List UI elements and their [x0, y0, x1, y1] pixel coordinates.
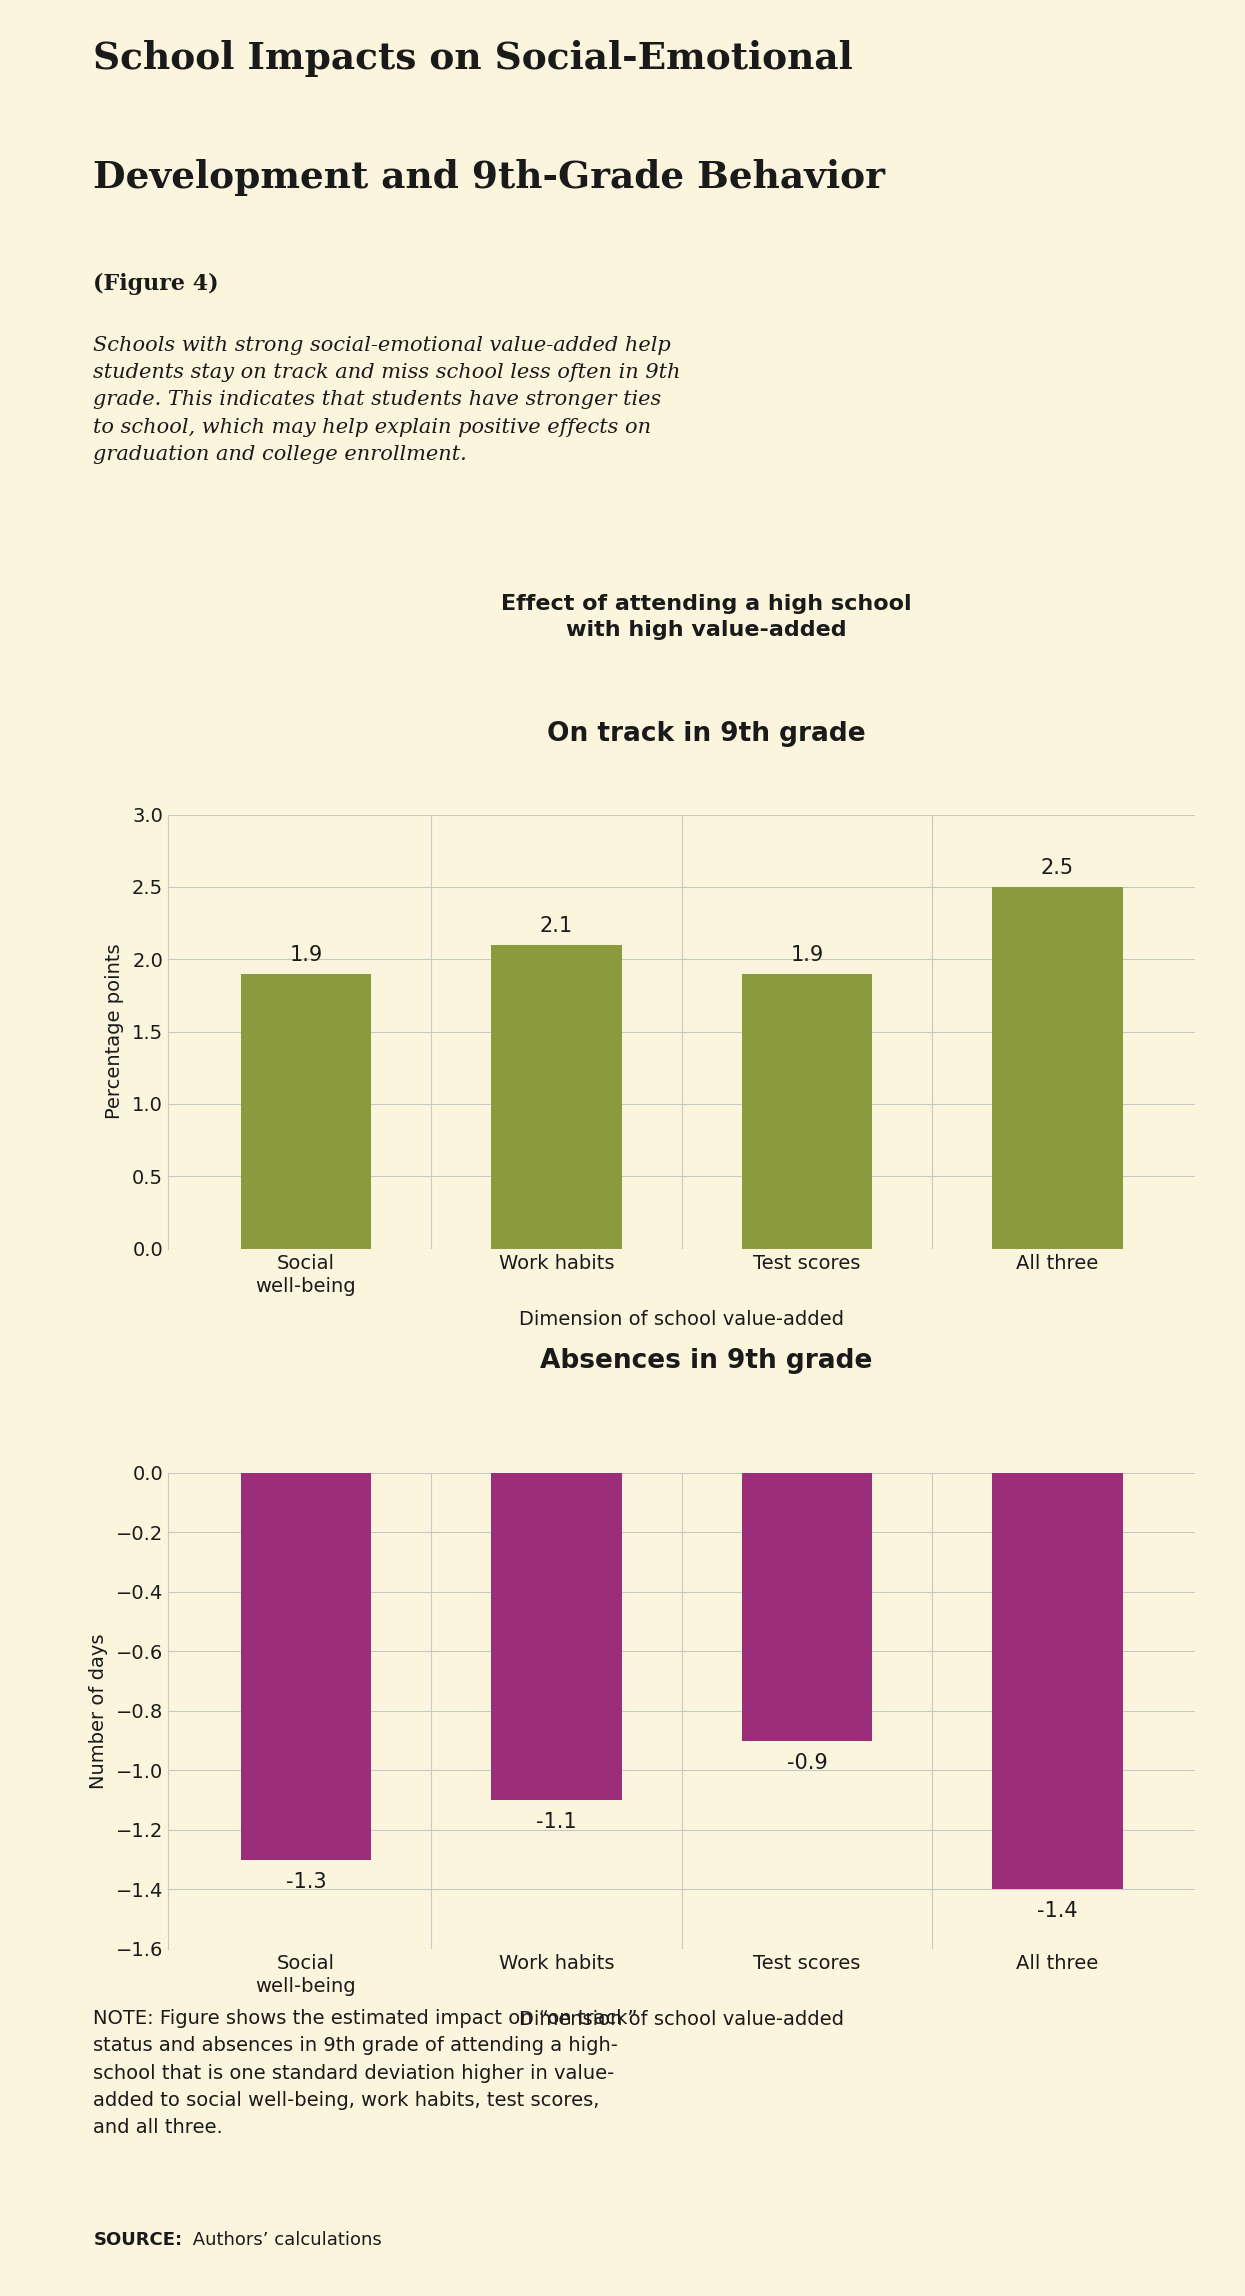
X-axis label: Dimension of school value-added: Dimension of school value-added — [519, 2011, 844, 2030]
Text: NOTE: Figure shows the estimated impact on “on track”
status and absences in 9th: NOTE: Figure shows the estimated impact … — [93, 2009, 637, 2138]
Bar — [742, 1472, 872, 1740]
Text: Absences in 9th grade: Absences in 9th grade — [540, 1348, 873, 1373]
Text: Development and 9th-Grade Behavior: Development and 9th-Grade Behavior — [93, 158, 885, 197]
Text: School Impacts on Social-Emotional: School Impacts on Social-Emotional — [93, 39, 853, 76]
Text: SOURCE:: SOURCE: — [93, 2232, 183, 2248]
Text: Authors’ calculations: Authors’ calculations — [187, 2232, 381, 2248]
Bar — [992, 886, 1123, 1249]
Bar — [240, 974, 371, 1249]
Bar — [742, 974, 872, 1249]
Text: Effect of attending a high school
with high value-added: Effect of attending a high school with h… — [502, 595, 911, 641]
X-axis label: Dimension of school value-added: Dimension of school value-added — [519, 1311, 844, 1329]
Y-axis label: Percentage points: Percentage points — [105, 944, 123, 1120]
Bar — [240, 1472, 371, 1860]
Text: 1.9: 1.9 — [791, 946, 823, 964]
Text: On track in 9th grade: On track in 9th grade — [548, 721, 865, 748]
Text: 1.9: 1.9 — [289, 946, 322, 964]
Text: -0.9: -0.9 — [787, 1752, 827, 1773]
Text: 2.5: 2.5 — [1041, 859, 1074, 877]
Bar — [492, 1472, 621, 1800]
Text: Schools with strong social-emotional value-added help
students stay on track and: Schools with strong social-emotional val… — [93, 335, 681, 464]
Text: -1.1: -1.1 — [537, 1812, 576, 1832]
Text: -1.4: -1.4 — [1037, 1901, 1078, 1922]
Bar — [992, 1472, 1123, 1890]
Text: (Figure 4): (Figure 4) — [93, 273, 219, 296]
Text: -1.3: -1.3 — [285, 1871, 326, 1892]
Bar — [492, 944, 621, 1249]
Y-axis label: Number of days: Number of days — [88, 1632, 107, 1789]
Text: 2.1: 2.1 — [540, 916, 573, 937]
